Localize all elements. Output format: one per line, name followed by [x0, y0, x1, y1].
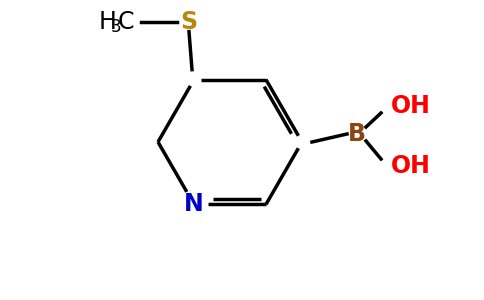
- Text: B: B: [348, 122, 366, 146]
- Text: OH: OH: [391, 154, 431, 178]
- Text: S: S: [181, 10, 197, 34]
- Text: C: C: [118, 10, 135, 34]
- Text: 3: 3: [111, 18, 121, 36]
- Text: N: N: [184, 192, 204, 216]
- Text: OH: OH: [391, 94, 431, 118]
- Text: H: H: [99, 10, 117, 34]
